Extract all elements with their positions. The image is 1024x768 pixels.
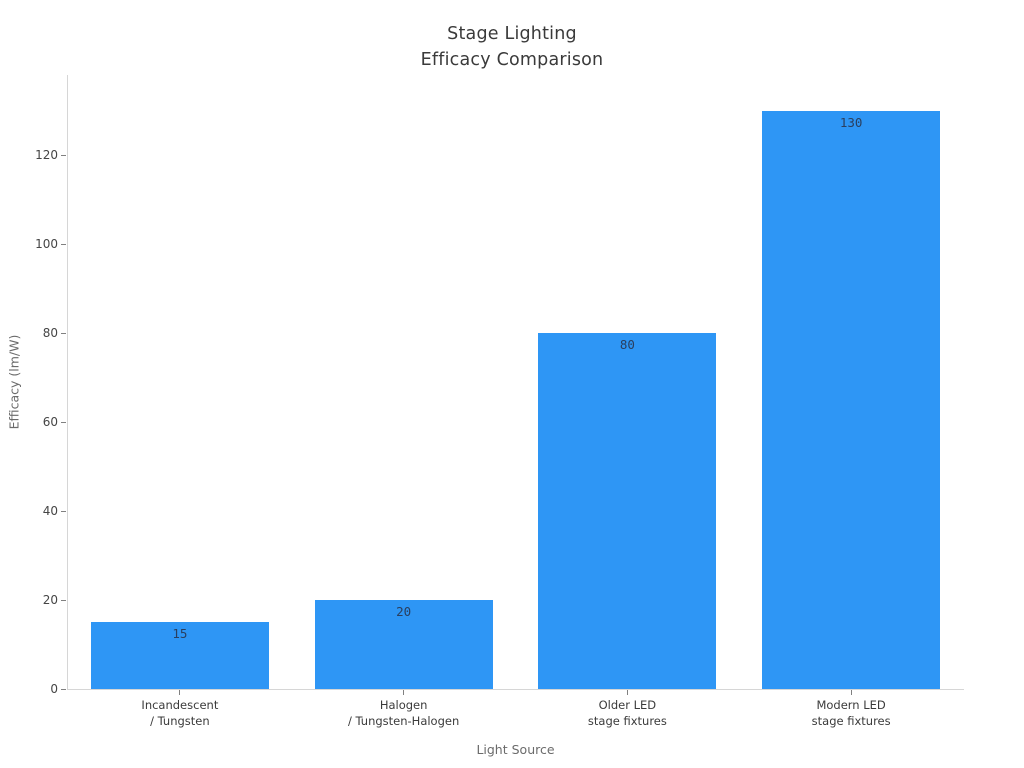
x-category-label-line: / Tungsten bbox=[150, 713, 210, 728]
y-tick-label: 120 bbox=[35, 148, 58, 163]
y-tick-label: 20 bbox=[42, 593, 58, 607]
bar: 130 bbox=[762, 110, 941, 689]
x-category-label-line: Incandescent bbox=[141, 698, 219, 712]
y-tick-mark bbox=[61, 421, 66, 423]
y-tick-mark bbox=[61, 510, 66, 512]
x-axis-title: Light Source bbox=[476, 742, 555, 757]
x-category-label: Halogen / Tungsten-Halogen bbox=[292, 698, 516, 729]
x-category-label: Older LED stage fixtures bbox=[516, 698, 740, 729]
bar: 20 bbox=[314, 600, 493, 689]
y-tick-label: 80 bbox=[42, 326, 58, 341]
y-tick-label: 40 bbox=[42, 504, 58, 519]
x-tick-mark bbox=[626, 690, 628, 695]
x-category-label-line: stage fixtures bbox=[587, 713, 667, 728]
y-tick-label: 0 bbox=[50, 682, 58, 696]
x-category-label-line: / Tungsten-Halogen bbox=[347, 713, 460, 728]
bar-value-label: 130 bbox=[839, 114, 863, 130]
y-tick-mark bbox=[61, 599, 66, 601]
x-tick-mark bbox=[403, 690, 405, 695]
y-tick-mark bbox=[61, 332, 66, 334]
bar: 15 bbox=[90, 622, 269, 689]
chart-title: Stage Lighting Efficacy Comparison bbox=[0, 21, 1024, 73]
bar-value-label: 20 bbox=[396, 604, 412, 620]
x-axis-line bbox=[67, 689, 964, 690]
x-tick-mark bbox=[179, 690, 181, 695]
y-tick-label: 100 bbox=[35, 237, 58, 252]
y-tick-label: 60 bbox=[42, 415, 58, 430]
x-category-label-line: Halogen bbox=[379, 698, 428, 712]
y-tick-mark bbox=[61, 243, 66, 245]
bar-value-label: 80 bbox=[619, 337, 635, 353]
y-axis-line bbox=[67, 75, 68, 690]
y-tick-mark bbox=[61, 154, 66, 156]
x-category-label: Modern LED stage fixtures bbox=[739, 698, 963, 729]
y-tick-mark bbox=[61, 688, 66, 690]
chart-title-line-2: Efficacy Comparison bbox=[420, 50, 604, 70]
x-category-label-line: Older LED bbox=[598, 698, 657, 712]
x-category-label-line: stage fixtures bbox=[811, 713, 891, 728]
bar-value-label: 15 bbox=[172, 626, 188, 642]
chart-title-line-1: Stage Lighting bbox=[447, 24, 577, 44]
x-category-label-line: Modern LED bbox=[816, 698, 886, 712]
plot-area: 0 20 40 60 80 100 120 15 20 80 130 Incandescent / Tu… bbox=[35, 75, 964, 728]
x-category-label: Incandescent / Tungsten bbox=[68, 698, 292, 729]
x-tick-mark bbox=[850, 690, 852, 695]
bar: 80 bbox=[538, 333, 717, 689]
